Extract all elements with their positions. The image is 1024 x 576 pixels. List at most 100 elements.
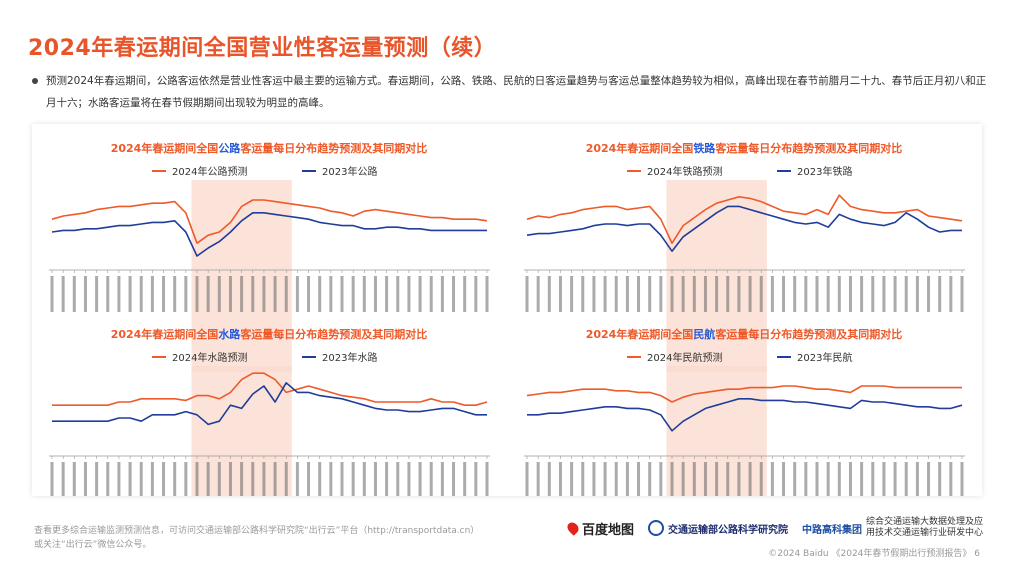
x-tick-label-mark [139,276,143,312]
x-tick-label-mark [927,276,931,312]
x-tick-label-mark [614,462,618,496]
x-tick-label-mark [396,462,400,496]
legend-label-0: 2024年铁路预测 [647,165,722,178]
institute-emblem-icon [648,520,665,536]
chart-title-pre: 2024年春运期间全国 [111,141,219,155]
chart-title-pre: 2024年春运期间全国 [586,141,694,155]
x-tick-label-mark [592,276,596,312]
x-tick-label-mark [804,276,808,312]
x-tick-label-mark [206,276,210,312]
x-tick-label-mark [670,462,674,496]
x-tick-label-mark [882,276,886,312]
series-line-1 [52,381,487,426]
x-tick-label-mark [770,276,774,312]
x-tick-label-mark [228,276,232,312]
legend-label-1: 2023年公路 [322,165,377,178]
x-tick-label-mark [581,276,585,312]
x-tick-label-mark [429,276,433,312]
x-tick-label-mark [570,276,574,312]
x-tick-label-mark [681,276,685,312]
x-tick-label-mark [536,462,540,496]
series-line-0 [526,385,962,403]
x-tick-label-mark [452,462,456,496]
x-tick-label-mark [592,462,596,496]
x-tick-label-mark [871,462,875,496]
x-tick-label-mark [61,462,65,496]
rioh-logo-subtext-2: 用技术交通运输行业研发中心 [866,528,984,538]
x-tick-label-mark [692,276,696,312]
x-tick-label-mark [295,462,299,496]
x-tick-label-mark [385,462,389,496]
x-tick-label-mark [273,276,277,312]
x-tick-label-mark [525,462,529,496]
x-tick-label-mark [72,276,76,312]
x-tick-label-mark [659,276,663,312]
chart-title-post: 客运量每日分布趋势预测及其同期对比 [714,141,902,155]
x-tick-label-mark [782,462,786,496]
x-tick-label-mark [418,462,422,496]
x-tick-label-mark [960,276,964,312]
x-tick-label-mark [418,276,422,312]
x-tick-label-mark [670,276,674,312]
x-tick-label-mark [848,276,852,312]
x-tick-label-mark [251,276,255,312]
page-title: 2024年春运期间全国营业性客运量预测（续） [28,36,497,61]
x-tick-label-mark [262,276,266,312]
footer-note-line1: 查看更多综合运输监测预测信息，可访问交通运输部公路科学研究院“出行云”平台（ht… [34,526,480,536]
chart-title-mode: 民航 [693,327,715,341]
x-tick-label-mark [240,462,244,496]
x-tick-label-mark [637,276,641,312]
x-tick-label-mark [648,276,652,312]
x-tick-label-mark [826,462,830,496]
x-tick-label-mark [692,462,696,496]
x-tick-label-mark [748,276,752,312]
x-tick-label-mark [117,462,121,496]
chart-title-post: 客运量每日分布趋势预测及其同期对比 [239,327,427,341]
chart-title-pre: 2024年春运期间全国 [586,327,694,341]
x-tick-label-mark [106,276,110,312]
x-tick-label-mark [452,276,456,312]
x-tick-label-mark [703,276,707,312]
x-tick-label-mark [351,276,355,312]
x-tick-label-mark [262,462,266,496]
x-tick-label-mark [547,276,551,312]
bullet-dot-icon [32,78,38,84]
x-tick-label-mark [536,276,540,312]
chart-title-pre: 2024年春运期间全国 [111,327,219,341]
x-tick-label-mark [50,462,54,496]
x-tick-label-mark [860,462,864,496]
x-tick-label-mark [715,462,719,496]
x-tick-label-mark [826,276,830,312]
x-tick-label-mark [340,276,344,312]
x-tick-label-mark [307,276,311,312]
x-tick-label-mark [251,462,255,496]
x-tick-label-mark [474,462,478,496]
transport-institute-logo-text: 交通运输部公路科学研究院 [668,524,789,536]
x-tick-label-mark [106,462,110,496]
x-tick-label-mark [440,462,444,496]
legend-label-0: 2024年民航预测 [647,351,722,364]
chart-3: 2024年春运期间全国民航客运量每日分布趋势预测及其同期对比 2024年民航预测 2… [524,327,965,496]
x-tick-label-mark [72,462,76,496]
x-tick-label-mark [195,462,199,496]
x-tick-label-mark [162,276,166,312]
x-tick-label-mark [558,276,562,312]
legend-label-1: 2023年铁路 [797,165,852,178]
x-tick-label-mark [804,462,808,496]
x-tick-label-mark [385,276,389,312]
x-tick-label-mark [659,462,663,496]
rioh-logo: 中路高科集团 综合交通运输大数据处理及应 用技术交通运输行业研发中心 [802,517,983,539]
x-tick-label-mark [150,276,154,312]
x-tick-label-mark [217,462,221,496]
x-tick-label-mark [284,462,288,496]
x-tick-label-mark [83,462,87,496]
charts-panel: 2024年春运期间全国公路客运量每日分布趋势预测及其同期对比 2024年公路预测 2… [32,124,982,496]
x-tick-label-mark [625,462,629,496]
x-tick-label-mark [904,462,908,496]
x-tick-label-mark [927,462,931,496]
x-tick-label-mark [871,276,875,312]
x-tick-label-mark [206,462,210,496]
legend-label-1: 2023年民航 [797,351,852,364]
x-tick-label-mark [485,462,489,496]
